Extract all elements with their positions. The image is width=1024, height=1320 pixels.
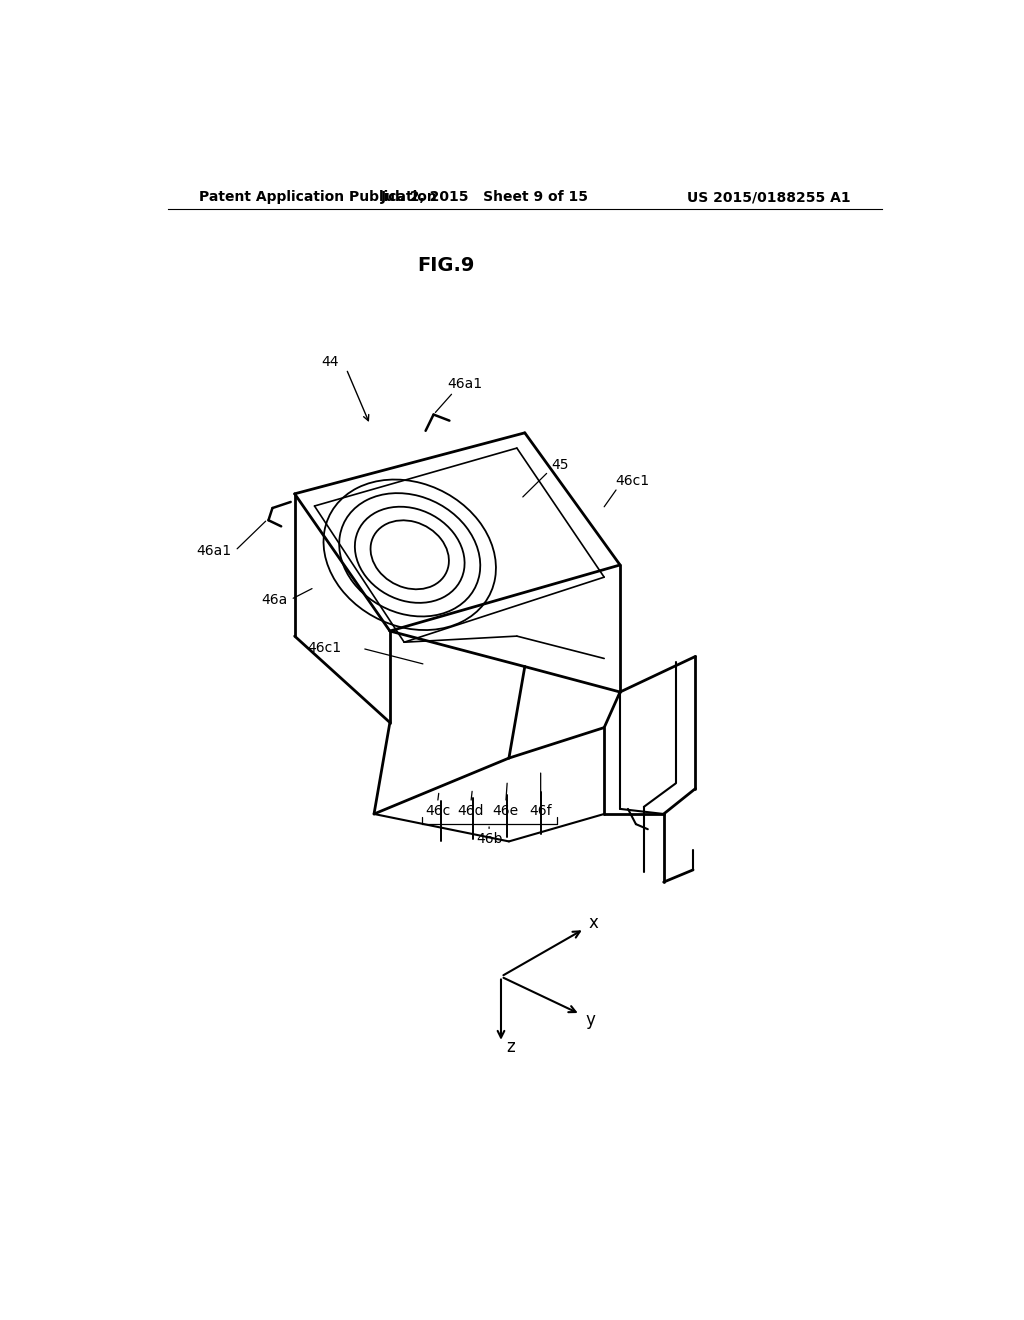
Text: 46c1: 46c1: [308, 642, 342, 655]
Text: FIG.9: FIG.9: [417, 256, 474, 275]
Text: y: y: [585, 1011, 595, 1030]
Text: 46f: 46f: [529, 804, 552, 818]
Text: 44: 44: [322, 355, 339, 368]
Text: 45: 45: [552, 458, 569, 473]
Text: 46a1: 46a1: [196, 544, 231, 558]
Text: z: z: [506, 1038, 515, 1056]
Text: 46a: 46a: [262, 593, 288, 606]
Text: US 2015/0188255 A1: US 2015/0188255 A1: [686, 190, 850, 205]
Text: Jul. 2, 2015   Sheet 9 of 15: Jul. 2, 2015 Sheet 9 of 15: [381, 190, 589, 205]
Text: 46b: 46b: [476, 833, 503, 846]
Text: x: x: [589, 913, 599, 932]
Text: 46c: 46c: [425, 804, 451, 818]
Text: Patent Application Publication: Patent Application Publication: [200, 190, 437, 205]
Text: 46c1: 46c1: [614, 474, 649, 487]
Text: 46e: 46e: [493, 804, 519, 818]
Text: 46a1: 46a1: [447, 378, 483, 391]
Text: 46d: 46d: [458, 804, 484, 818]
